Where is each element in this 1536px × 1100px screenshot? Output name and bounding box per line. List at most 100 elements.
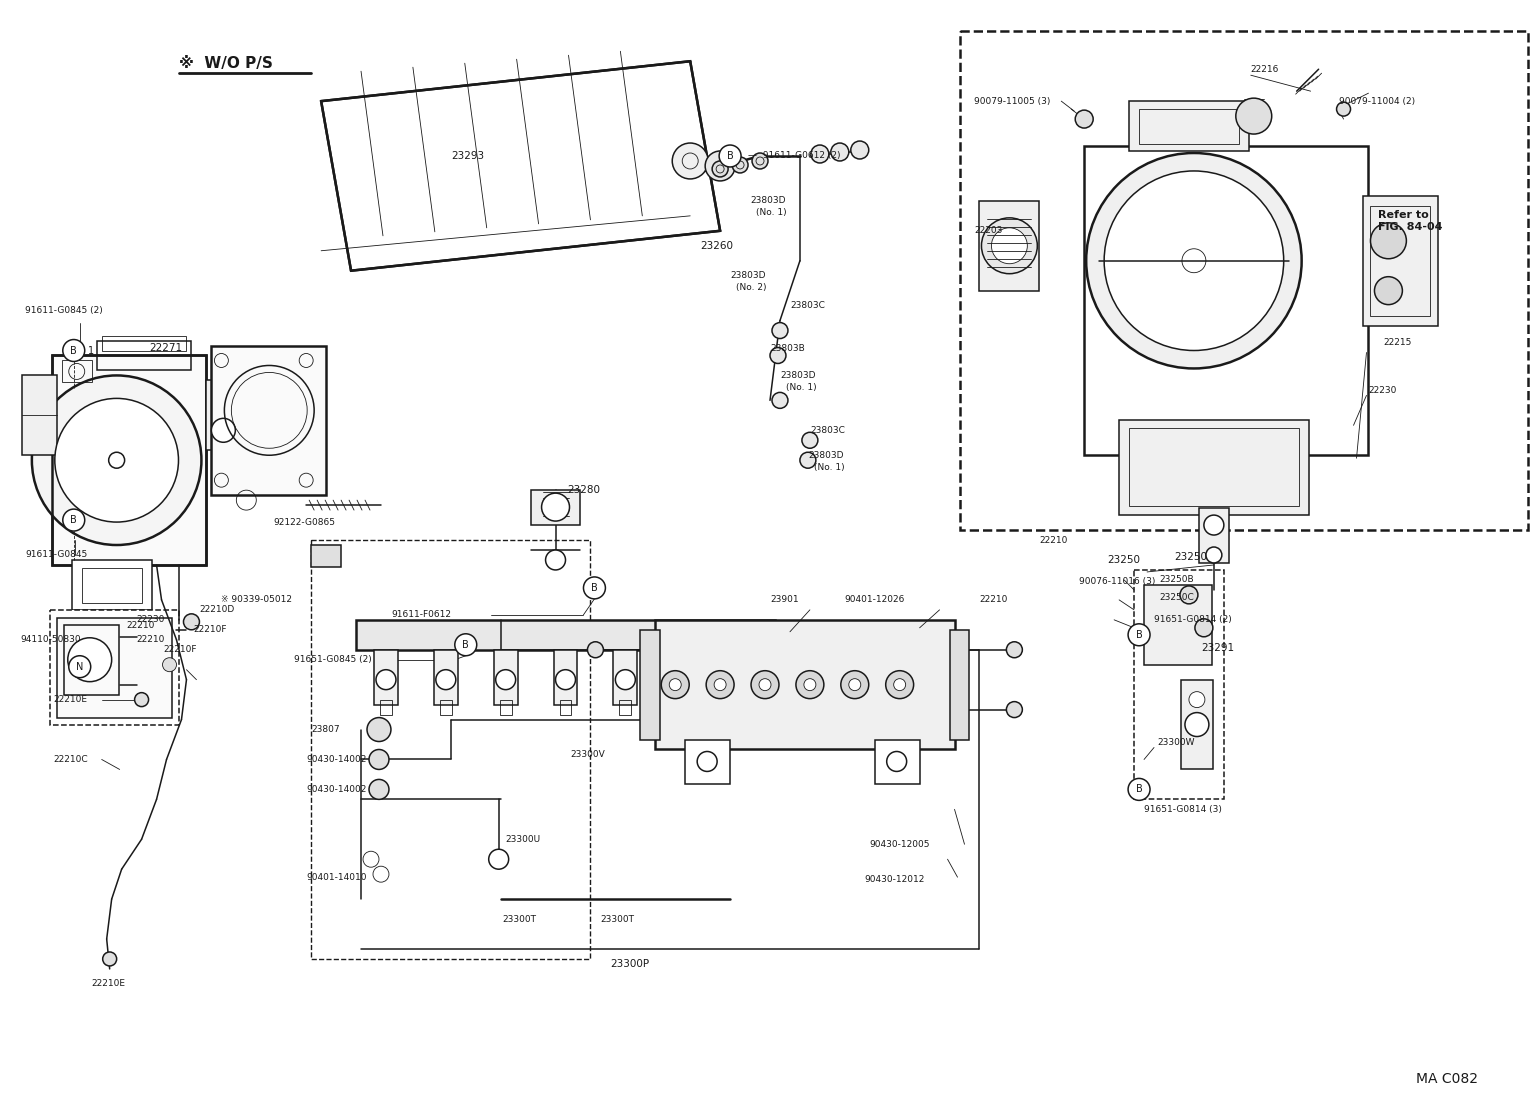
Circle shape [713, 161, 728, 177]
Text: 23807: 23807 [312, 725, 339, 734]
Bar [312, 540, 590, 959]
Text: 90079-11005 (3): 90079-11005 (3) [974, 97, 1051, 106]
Text: 22210: 22210 [137, 636, 164, 645]
Text: 23250: 23250 [1174, 552, 1207, 562]
Circle shape [542, 493, 570, 521]
Text: 23280: 23280 [567, 485, 601, 495]
Text: 23250C: 23250C [1160, 593, 1193, 603]
Circle shape [32, 375, 201, 544]
Text: (No. 1): (No. 1) [814, 463, 845, 472]
Text: 22210E: 22210E [54, 695, 88, 704]
Text: 23803C: 23803C [790, 301, 825, 310]
Bar [57, 618, 172, 717]
Text: 23803D: 23803D [730, 272, 765, 280]
Text: 22210: 22210 [126, 621, 155, 630]
Text: B: B [591, 583, 598, 593]
Circle shape [773, 393, 788, 408]
Bar [874, 739, 920, 784]
Bar [619, 700, 631, 715]
Circle shape [886, 671, 914, 698]
Circle shape [894, 679, 906, 691]
Text: B: B [462, 640, 468, 650]
Circle shape [1236, 98, 1272, 134]
Bar [656, 619, 954, 749]
Circle shape [800, 452, 816, 469]
Circle shape [773, 322, 788, 339]
Text: 23803D: 23803D [808, 451, 843, 460]
Text: 90076-11016 (3): 90076-11016 (3) [1080, 578, 1155, 586]
Text: 23250B: 23250B [1160, 575, 1193, 584]
Bar [65, 625, 118, 694]
Text: 22210E: 22210E [92, 979, 126, 989]
Text: 22271: 22271 [149, 342, 183, 352]
Circle shape [103, 952, 117, 966]
Circle shape [55, 398, 178, 522]
Bar [559, 700, 571, 715]
Bar [1084, 146, 1369, 455]
Circle shape [796, 671, 823, 698]
Circle shape [1075, 110, 1094, 128]
Bar [613, 650, 637, 705]
Text: 90401-14010: 90401-14010 [306, 872, 367, 882]
Circle shape [367, 717, 392, 741]
Text: 23300W: 23300W [1157, 738, 1195, 747]
Circle shape [1104, 170, 1284, 351]
Circle shape [1370, 223, 1407, 258]
Bar [212, 388, 246, 443]
Text: 92122-G0865: 92122-G0865 [273, 518, 335, 527]
Text: 23300U: 23300U [505, 835, 541, 844]
Bar [97, 341, 192, 371]
Text: 22230: 22230 [137, 615, 164, 625]
Text: 22203: 22203 [974, 227, 1003, 235]
Bar [379, 700, 392, 715]
Bar [949, 630, 969, 739]
Circle shape [455, 634, 476, 656]
Text: 90430-14002: 90430-14002 [306, 785, 367, 794]
Text: 23293: 23293 [450, 151, 484, 161]
Circle shape [616, 670, 636, 690]
Circle shape [163, 658, 177, 672]
Circle shape [982, 218, 1037, 274]
Text: 91651-G0814 (3): 91651-G0814 (3) [1144, 805, 1223, 814]
Circle shape [63, 340, 84, 362]
Circle shape [135, 693, 149, 706]
Text: B: B [71, 515, 77, 525]
Bar [1129, 428, 1298, 506]
Circle shape [770, 348, 786, 363]
Text: 23803C: 23803C [809, 426, 845, 434]
Circle shape [705, 151, 736, 180]
Circle shape [733, 157, 748, 173]
Circle shape [714, 679, 727, 691]
Bar [1140, 109, 1240, 144]
Circle shape [1006, 702, 1023, 717]
Circle shape [673, 143, 708, 179]
Circle shape [1189, 692, 1204, 707]
Text: B: B [1135, 784, 1143, 794]
Circle shape [369, 749, 389, 769]
Circle shape [545, 550, 565, 570]
Text: 23250: 23250 [1107, 556, 1140, 565]
Bar [641, 630, 660, 739]
Text: 22210D: 22210D [200, 605, 235, 614]
Bar [553, 650, 578, 705]
Text: 91611-G0845 (2): 91611-G0845 (2) [25, 306, 103, 315]
Bar [52, 355, 206, 565]
Bar [72, 560, 152, 609]
Bar [312, 544, 341, 566]
Text: 91651-G0845 (2): 91651-G0845 (2) [295, 656, 372, 664]
Text: 90430-12005: 90430-12005 [869, 839, 931, 849]
Text: 22230: 22230 [1369, 386, 1396, 395]
Bar [81, 568, 141, 603]
Circle shape [991, 228, 1028, 264]
Circle shape [212, 418, 235, 442]
Circle shape [1336, 102, 1350, 117]
Bar [22, 375, 57, 455]
Text: B: B [727, 151, 734, 161]
Circle shape [753, 153, 768, 169]
Text: 23300T: 23300T [502, 914, 536, 924]
Circle shape [1195, 619, 1213, 637]
Text: Refer to
FIG. 84-04: Refer to FIG. 84-04 [1378, 210, 1442, 232]
Circle shape [376, 670, 396, 690]
Circle shape [63, 509, 84, 531]
Text: 90430-14002: 90430-14002 [306, 755, 367, 764]
